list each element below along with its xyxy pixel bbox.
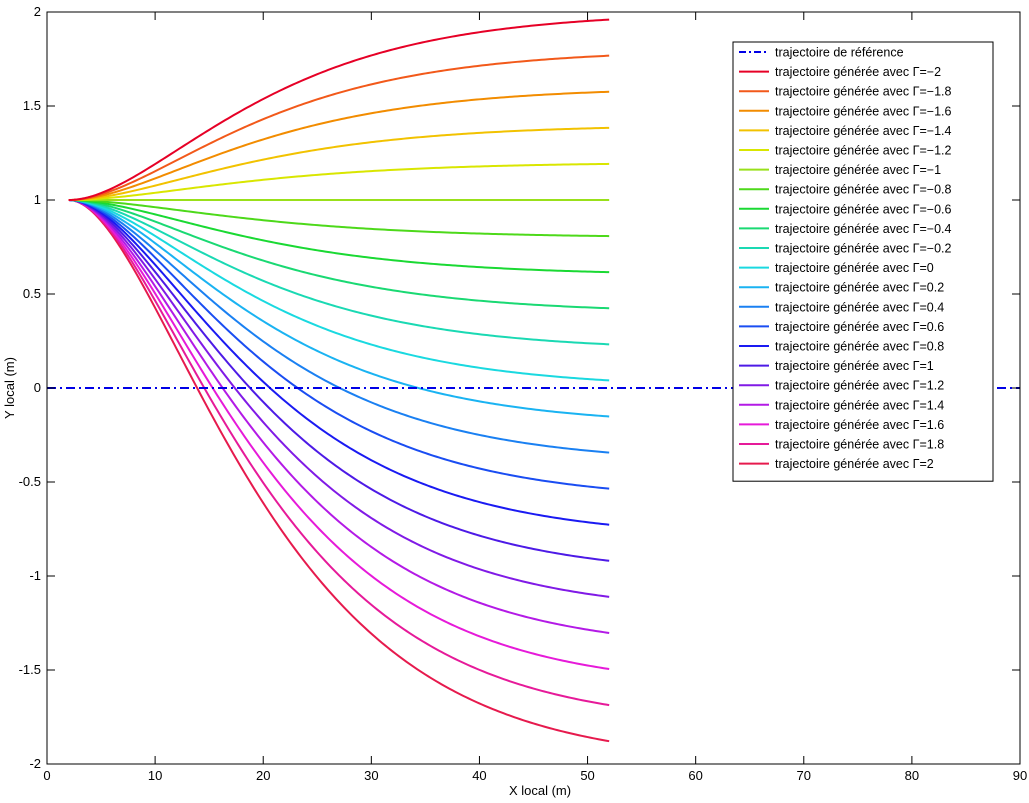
y-tick-label: -0.5 — [19, 474, 41, 489]
series-line-gamma-m2 — [68, 18, 610, 201]
series-layer — [68, 18, 610, 743]
legend-box — [732, 41, 994, 482]
series-line-gamma-m0_4 — [68, 199, 610, 310]
legend-label: trajectoire générée avec Γ=−0.4 — [775, 222, 951, 236]
series-line-gamma-1_8 — [68, 199, 610, 707]
x-tick-label: 30 — [364, 768, 378, 783]
legend-label: trajectoire générée avec Γ=0 — [775, 261, 934, 275]
x-axis-label: X local (m) — [509, 783, 571, 798]
legend-label: trajectoire générée avec Γ=−1.6 — [775, 104, 951, 118]
x-tick-label: 10 — [148, 768, 162, 783]
series-line-gamma-0_8 — [68, 199, 610, 526]
y-tick-label: 1.5 — [23, 98, 41, 113]
x-tick-label: 60 — [688, 768, 702, 783]
x-tick-label: 70 — [797, 768, 811, 783]
legend-label: trajectoire générée avec Γ=2 — [775, 457, 934, 471]
series-line-gamma-m0_2 — [68, 199, 610, 346]
x-tick-label: 80 — [905, 768, 919, 783]
x-tick-label: 50 — [580, 768, 594, 783]
series-line-gamma-m1_6 — [68, 90, 610, 201]
legend-label: trajectoire générée avec Γ=−0.2 — [775, 242, 951, 256]
y-axis-label: Y local (m) — [2, 357, 17, 419]
series-line-gamma-m1_4 — [68, 126, 610, 201]
x-tick-label: 20 — [256, 768, 270, 783]
legend-label: trajectoire générée avec Γ=−0.6 — [775, 202, 951, 216]
legend-label: trajectoire générée avec Γ=1.2 — [775, 379, 944, 393]
legend-label: trajectoire générée avec Γ=0.2 — [775, 281, 944, 295]
x-tick-label: 40 — [472, 768, 486, 783]
y-tick-label: 1 — [34, 192, 41, 207]
series-line-gamma-0_6 — [68, 199, 610, 490]
series-line-gamma-1_4 — [68, 199, 610, 634]
legend-label: trajectoire de référence — [775, 46, 904, 60]
legend-label: trajectoire générée avec Γ=0.6 — [775, 320, 944, 334]
y-tick-label: -1 — [29, 568, 41, 583]
series-line-gamma-0 — [68, 199, 610, 382]
x-tick-label: 0 — [43, 768, 50, 783]
legend: trajectoire de référence trajectoire géné… — [732, 41, 994, 482]
legend-label: trajectoire générée avec Γ=1 — [775, 359, 934, 373]
series-line-gamma-1 — [68, 199, 610, 562]
legend-label: trajectoire générée avec Γ=0.4 — [775, 300, 944, 314]
legend-label: trajectoire générée avec Γ=0.8 — [775, 340, 944, 354]
ticks-layer: 0 10 20 30 40 50 60 70 80 90 2 1.5 1 0.5 0 -0.5 -1 -1.5 -2 — [19, 4, 1028, 783]
legend-label: trajectoire générée avec Γ=−2 — [775, 65, 941, 79]
series-line-gamma-0_2 — [68, 199, 610, 418]
x-tick-label: 90 — [1013, 768, 1027, 783]
legend-label: trajectoire générée avec Γ=−0.8 — [775, 183, 951, 197]
y-tick-label: 0 — [34, 380, 41, 395]
y-tick-label: 2 — [34, 4, 41, 19]
legend-label: trajectoire générée avec Γ=−1 — [775, 163, 941, 177]
series-line-gamma-1_2 — [68, 199, 610, 598]
legend-label: trajectoire générée avec Γ=1.6 — [775, 418, 944, 432]
series-line-gamma-2 — [68, 199, 610, 743]
series-line-gamma-1_6 — [68, 199, 610, 671]
y-tick-label: 0.5 — [23, 286, 41, 301]
series-line-gamma-m1_8 — [68, 54, 610, 201]
legend-label: trajectoire générée avec Γ=−1.2 — [775, 144, 951, 158]
legend-label: trajectoire générée avec Γ=−1.8 — [775, 85, 951, 99]
series-line-gamma-m0_6 — [68, 199, 610, 274]
y-tick-label: -1.5 — [19, 662, 41, 677]
series-line-gamma-m0_8 — [68, 199, 610, 238]
series-line-gamma-m1_2 — [68, 162, 610, 201]
y-tick-label: -2 — [29, 756, 41, 771]
legend-label: trajectoire générée avec Γ=1.4 — [775, 398, 944, 412]
legend-label: trajectoire générée avec Γ=−1.4 — [775, 124, 951, 138]
legend-label: trajectoire générée avec Γ=1.8 — [775, 438, 944, 452]
